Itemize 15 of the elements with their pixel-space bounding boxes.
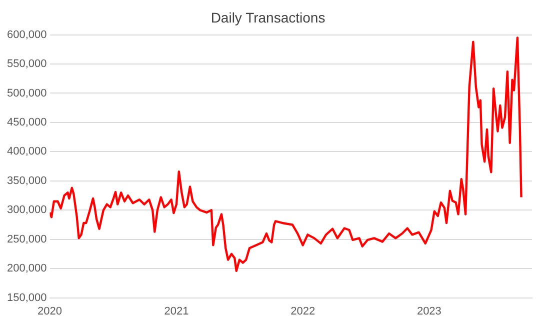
y-tick-label: 600,000 [6,28,47,41]
y-tick-label: 150,000 [6,292,47,304]
x-tick-label: 2021 [164,305,189,318]
x-tick-label: 2022 [290,305,316,318]
chart-title: Daily Transactions [210,9,326,26]
y-tick-label: 300,000 [6,204,47,216]
y-tick-label: 450,000 [6,116,47,128]
y-tick-label: 400,000 [6,146,47,158]
y-tick-label: 500,000 [6,87,47,100]
y-tick-label: 200,000 [6,262,47,275]
y-tick-label: 550,000 [6,58,47,70]
y-tick-label: 250,000 [6,233,47,246]
y-tick-label: 350,000 [6,174,47,187]
x-tick-label: 2020 [38,305,62,318]
x-tick-label: 2023 [416,305,442,318]
